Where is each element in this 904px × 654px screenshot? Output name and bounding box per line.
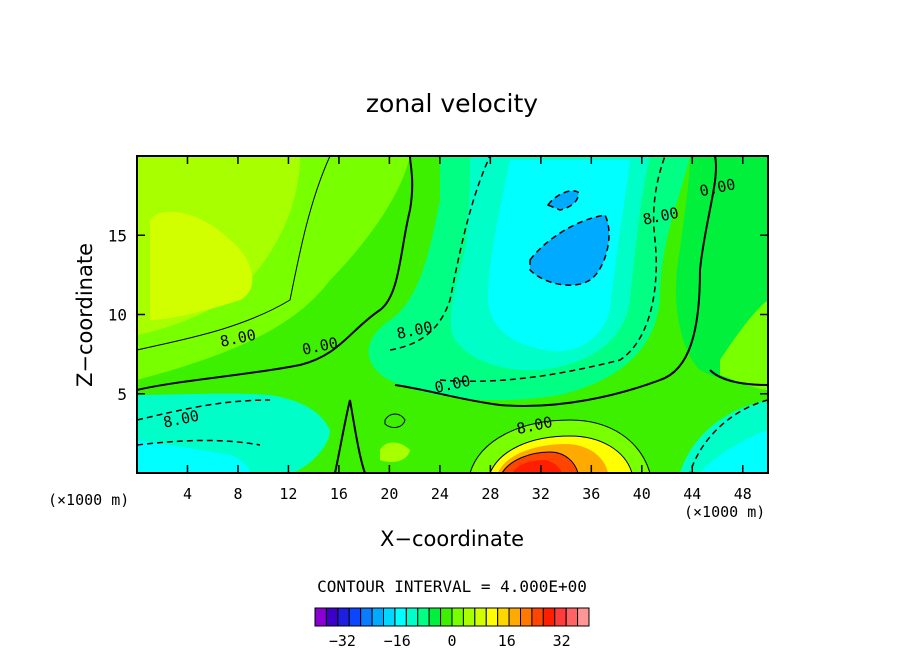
field-region-bottom-peak bbox=[512, 460, 562, 473]
colorbar-swatch bbox=[428, 607, 442, 627]
x-axis-label: X−coordinate bbox=[380, 527, 524, 551]
colorbar-swatch bbox=[405, 607, 419, 627]
field-region-right-warm bbox=[720, 300, 768, 390]
colorbar-swatch bbox=[394, 607, 407, 627]
y-tick-label: 15 bbox=[108, 226, 127, 245]
x-units-right: (×1000 m) bbox=[684, 503, 765, 521]
colorbar-swatch bbox=[360, 607, 373, 627]
contour-line-8-negative-right bbox=[439, 156, 666, 383]
colorbar-swatch bbox=[371, 607, 385, 627]
colorbar bbox=[314, 607, 590, 627]
colorbar-swatch bbox=[440, 607, 453, 627]
x-tick-label: 32 bbox=[532, 485, 550, 503]
colorbar-labels: −32 −16 0 16 32 bbox=[329, 632, 571, 650]
x-tick-label: 24 bbox=[431, 485, 449, 503]
contour-line-right-dashed bbox=[689, 399, 768, 473]
contour-line-8-negative bbox=[389, 156, 491, 351]
colorbar-tick-label: −16 bbox=[384, 632, 411, 650]
colorbar-swatch bbox=[474, 607, 487, 627]
colorbar-swatch bbox=[542, 607, 556, 627]
contour-line-8-bottom bbox=[469, 419, 651, 473]
x-tick-label: 16 bbox=[330, 485, 348, 503]
contour-line-lower-left-dashed bbox=[137, 399, 271, 421]
field-region-yellow-max bbox=[150, 211, 253, 320]
x-tick-label: 40 bbox=[633, 485, 651, 503]
contour-line-center-dip bbox=[334, 399, 366, 473]
colorbar-tick-label: −32 bbox=[329, 632, 356, 650]
contour-labels: 8.00 0.008.000.008.00 8.008.000.00 bbox=[162, 175, 737, 438]
x-tick-label: 8 bbox=[233, 485, 242, 503]
colorbar-swatch bbox=[462, 607, 476, 627]
colorbar-swatch bbox=[314, 607, 327, 627]
x-tick-label: 48 bbox=[734, 485, 752, 503]
contour-line-zero bbox=[137, 156, 414, 391]
field-region-coldest bbox=[530, 215, 610, 286]
x-axis-ticks: 4 8 12 16 20 24 28 32 36 40 44 48 bbox=[183, 156, 752, 503]
colorbar-swatch bbox=[348, 607, 362, 627]
colorbar-swatch bbox=[383, 607, 396, 627]
contour-line-24-bottom bbox=[501, 451, 579, 473]
contour-line-zero-lower bbox=[394, 156, 717, 407]
x-tick-label: 36 bbox=[582, 485, 600, 503]
contour-lines bbox=[137, 156, 768, 473]
colorbar-swatch bbox=[554, 607, 567, 627]
colorbar-swatch bbox=[531, 607, 544, 627]
chart-title: zonal velocity bbox=[366, 89, 538, 118]
contour-line-right-zero bbox=[709, 369, 768, 386]
x-tick-label: 12 bbox=[279, 485, 297, 503]
colorbar-swatch bbox=[325, 607, 339, 627]
contour-line-8-positive bbox=[137, 156, 331, 351]
colorbar-swatch bbox=[451, 607, 464, 627]
field-region-lower-right-cold bbox=[700, 430, 768, 473]
colorbar-swatch bbox=[417, 607, 430, 627]
colorbar-tick-label: 32 bbox=[553, 632, 571, 650]
x-tick-label: 4 bbox=[183, 485, 192, 503]
x-units-left: (×1000 m) bbox=[48, 491, 129, 509]
colorbar-swatch bbox=[508, 607, 522, 627]
x-tick-label: 28 bbox=[481, 485, 499, 503]
colorbar-swatch bbox=[565, 607, 579, 627]
contour-line-16-negative bbox=[529, 214, 610, 286]
colorbar-swatch bbox=[577, 607, 590, 627]
field-region-lower-left-cold bbox=[137, 440, 250, 473]
y-tick-label: 10 bbox=[108, 306, 127, 325]
x-tick-label: 20 bbox=[380, 485, 398, 503]
colorbar-swatch bbox=[497, 607, 510, 627]
colorbar-tick-label: 0 bbox=[447, 632, 456, 650]
colorbar-tick-label: 16 bbox=[498, 632, 516, 650]
colorbar-swatch bbox=[520, 607, 533, 627]
x-tick-label: 44 bbox=[683, 485, 701, 503]
contour-line-16-negative-top bbox=[546, 190, 580, 211]
plot-area: 8.00 0.008.000.008.00 8.008.000.00 bbox=[137, 156, 768, 473]
contour-line-center-small bbox=[384, 413, 406, 428]
field-region-center-left bbox=[380, 442, 410, 462]
contour-interval-label: CONTOUR INTERVAL = 4.000E+00 bbox=[317, 577, 587, 596]
colorbar-swatch bbox=[337, 607, 350, 627]
contour-line-16-bottom bbox=[489, 435, 633, 473]
y-tick-label: 5 bbox=[117, 385, 127, 404]
colorbar-swatch bbox=[485, 607, 499, 627]
y-axis-ticks: 5 10 15 bbox=[108, 226, 768, 404]
contour-line-lower-left-dashed-2 bbox=[137, 439, 261, 446]
y-axis-label: Z−coordinate bbox=[73, 243, 97, 387]
